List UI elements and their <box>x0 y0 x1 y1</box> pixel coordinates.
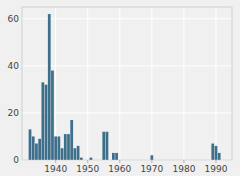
bar <box>150 155 153 160</box>
bar <box>29 129 32 160</box>
bar <box>115 153 118 160</box>
bar <box>215 146 218 160</box>
bar <box>32 136 35 160</box>
x-grid-line <box>183 7 184 160</box>
x-tick-label: 1940 <box>44 164 67 174</box>
chart: 1940 1950 1960 1970 1980 1990 0 20 40 60 <box>0 0 240 176</box>
bar <box>45 85 48 160</box>
bar <box>106 132 109 160</box>
y-tick-label: 60 <box>8 14 20 24</box>
x-grid-line <box>151 7 152 160</box>
bar <box>112 153 115 160</box>
bar <box>54 136 57 160</box>
x-tick <box>119 160 120 163</box>
x-tick <box>215 160 216 163</box>
bar <box>35 144 38 160</box>
x-grid-line <box>119 7 120 160</box>
bar <box>218 153 221 160</box>
bar <box>64 134 67 160</box>
x-grid-line <box>215 7 216 160</box>
plot-frame <box>22 7 232 160</box>
y-tick-label: 40 <box>8 61 20 71</box>
x-tick <box>55 160 56 163</box>
axes: 1940 1950 1960 1970 1980 1990 0 20 40 60 <box>8 14 228 174</box>
bar <box>67 134 70 160</box>
x-tick-label: 1980 <box>172 164 195 174</box>
y-tick-label: 20 <box>8 108 20 118</box>
x-tick-label: 1970 <box>140 164 163 174</box>
x-tick-label: 1950 <box>76 164 99 174</box>
bar <box>48 14 51 160</box>
x-tick-label: 1990 <box>205 164 228 174</box>
bar <box>90 158 93 160</box>
bar <box>102 132 105 160</box>
bar <box>77 146 80 160</box>
bars <box>29 14 221 160</box>
x-grid-line <box>55 7 56 160</box>
bar <box>41 82 44 160</box>
bar <box>70 120 73 160</box>
bar <box>74 148 77 160</box>
bar <box>51 71 54 160</box>
x-tick <box>87 160 88 163</box>
y-grid-line <box>22 18 232 19</box>
x-grid-line <box>87 7 88 160</box>
bar <box>58 136 61 160</box>
x-tick <box>183 160 184 163</box>
bar <box>80 158 83 160</box>
y-grid-line <box>22 65 232 66</box>
bar <box>211 144 214 160</box>
grid <box>22 7 232 160</box>
background <box>0 0 240 176</box>
bar <box>38 139 41 160</box>
x-tick-label: 1960 <box>108 164 131 174</box>
bar <box>61 148 64 160</box>
x-tick <box>151 160 152 163</box>
y-tick-label: 0 <box>13 155 19 165</box>
